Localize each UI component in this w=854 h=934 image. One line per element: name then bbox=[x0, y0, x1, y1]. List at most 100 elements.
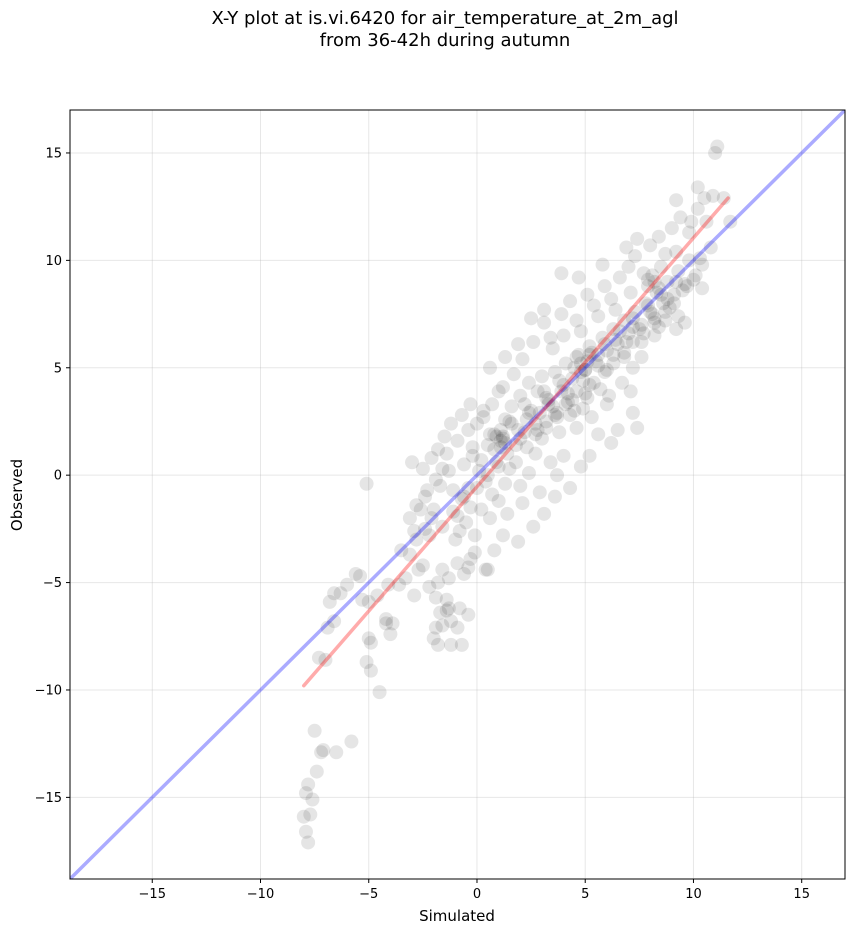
data-point bbox=[617, 313, 632, 328]
data-point bbox=[476, 410, 491, 425]
data-point bbox=[485, 487, 500, 502]
data-point bbox=[565, 392, 580, 407]
data-point bbox=[599, 397, 614, 412]
data-point bbox=[628, 249, 643, 264]
data-point bbox=[394, 543, 409, 558]
chart-title: X-Y plot at is.vi.6420 for air_temperatu… bbox=[0, 8, 854, 52]
data-point bbox=[435, 562, 450, 577]
data-point bbox=[660, 292, 675, 307]
data-point bbox=[424, 450, 439, 465]
data-point bbox=[426, 502, 441, 517]
data-point bbox=[658, 246, 673, 261]
data-point bbox=[573, 365, 588, 380]
data-point bbox=[506, 367, 521, 382]
data-point bbox=[608, 332, 623, 347]
data-point bbox=[621, 259, 636, 274]
data-point bbox=[645, 307, 660, 322]
data-point bbox=[539, 390, 554, 405]
data-point bbox=[431, 442, 446, 457]
data-point bbox=[422, 528, 437, 543]
data-point bbox=[446, 504, 461, 519]
data-point bbox=[441, 463, 456, 478]
data-point bbox=[454, 408, 469, 423]
data-point bbox=[428, 590, 443, 605]
data-point bbox=[495, 528, 510, 543]
data-point bbox=[552, 373, 567, 388]
data-point bbox=[314, 745, 329, 760]
data-point bbox=[688, 268, 703, 283]
data-point bbox=[435, 461, 450, 476]
data-point bbox=[355, 592, 370, 607]
data-point bbox=[569, 313, 584, 328]
data-point bbox=[444, 416, 459, 431]
data-point bbox=[456, 566, 471, 581]
data-point bbox=[610, 337, 625, 352]
data-point bbox=[669, 274, 684, 289]
data-point bbox=[511, 423, 526, 438]
data-point bbox=[662, 300, 677, 315]
x-tick-label: −15 bbox=[139, 887, 166, 902]
data-point bbox=[602, 388, 617, 403]
data-point bbox=[679, 279, 694, 294]
y-tick-label: 10 bbox=[45, 254, 62, 269]
data-point bbox=[703, 240, 718, 255]
data-point bbox=[695, 257, 710, 272]
data-point bbox=[426, 631, 441, 646]
data-point bbox=[550, 468, 565, 483]
data-point bbox=[539, 414, 554, 429]
data-point bbox=[580, 390, 595, 405]
y-tick-label: 0 bbox=[54, 469, 62, 484]
data-point bbox=[563, 294, 578, 309]
data-point bbox=[517, 397, 532, 412]
data-point bbox=[610, 423, 625, 438]
data-point bbox=[595, 330, 610, 345]
x-tick-label: 15 bbox=[793, 887, 810, 902]
data-point bbox=[671, 309, 686, 324]
data-point bbox=[498, 350, 513, 365]
data-point bbox=[491, 459, 506, 474]
data-point bbox=[699, 214, 714, 229]
data-point bbox=[333, 586, 348, 601]
data-point bbox=[452, 601, 467, 616]
data-point bbox=[628, 304, 643, 319]
data-point bbox=[305, 792, 320, 807]
data-point bbox=[573, 324, 588, 339]
data-point bbox=[558, 356, 573, 371]
data-point bbox=[402, 511, 417, 526]
data-point bbox=[480, 468, 495, 483]
data-point bbox=[554, 384, 569, 399]
data-point bbox=[444, 614, 459, 629]
data-point bbox=[322, 594, 337, 609]
data-point bbox=[465, 448, 480, 463]
data-point bbox=[344, 734, 359, 749]
data-point bbox=[363, 663, 378, 678]
data-point bbox=[675, 283, 690, 298]
y-tick-label: 15 bbox=[45, 146, 62, 161]
data-point bbox=[677, 276, 692, 291]
data-point bbox=[673, 210, 688, 225]
data-point bbox=[534, 431, 549, 446]
data-point bbox=[530, 423, 545, 438]
data-point bbox=[348, 566, 363, 581]
data-point bbox=[621, 326, 636, 341]
data-point bbox=[433, 478, 448, 493]
x-axis-label: Simulated bbox=[419, 907, 495, 925]
data-point bbox=[456, 489, 471, 504]
data-point bbox=[593, 382, 608, 397]
grid-lines bbox=[70, 110, 845, 879]
data-point bbox=[584, 345, 599, 360]
chart-title-line2: from 36-42h during autumn bbox=[319, 30, 571, 51]
y-axis-label: Observed bbox=[8, 459, 26, 531]
data-point bbox=[482, 427, 497, 442]
data-point bbox=[556, 377, 571, 392]
data-point bbox=[422, 579, 437, 594]
data-point bbox=[543, 455, 558, 470]
data-point bbox=[541, 392, 556, 407]
data-point bbox=[599, 362, 614, 377]
data-point bbox=[716, 191, 731, 206]
data-point bbox=[450, 620, 465, 635]
data-point bbox=[571, 270, 586, 285]
data-point bbox=[441, 571, 456, 586]
data-point bbox=[576, 373, 591, 388]
data-point bbox=[586, 298, 601, 313]
